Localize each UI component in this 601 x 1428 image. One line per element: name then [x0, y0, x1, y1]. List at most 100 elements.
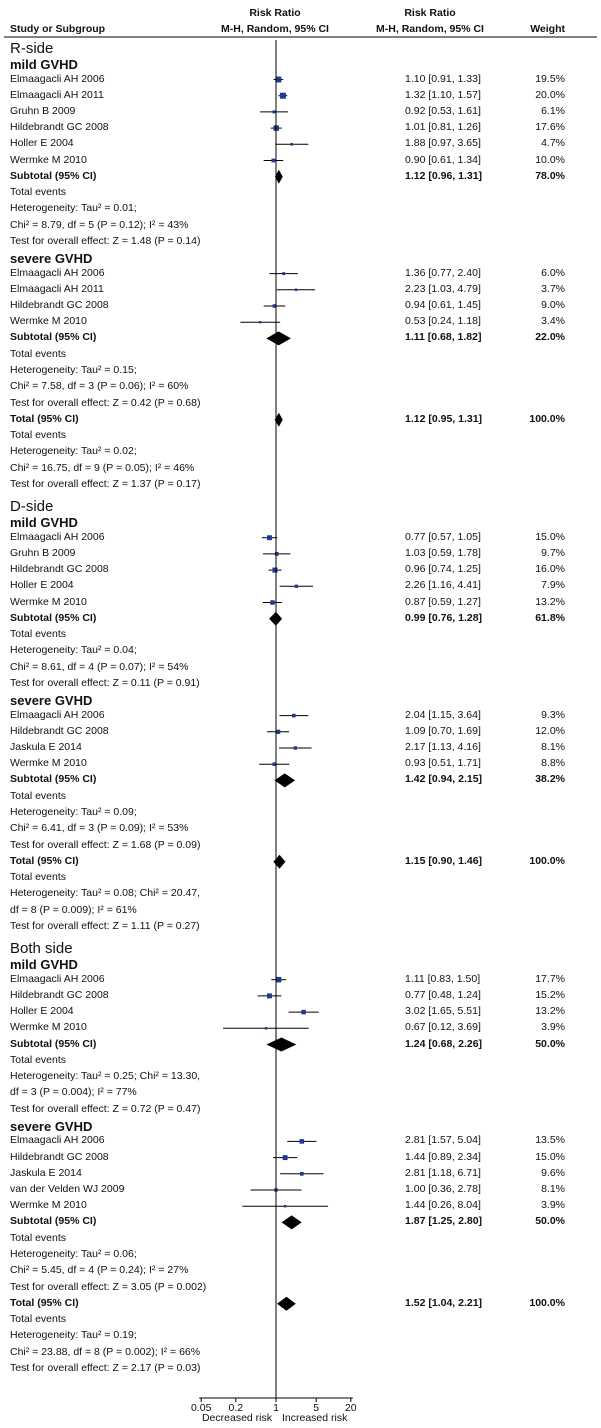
- section-2-group-2-study-ci-3: 2.17 [1.13, 4.16]: [405, 741, 481, 753]
- section-3-group-2-note-0: Total events: [10, 1231, 67, 1244]
- x-tick-label-5: 20: [344, 1402, 357, 1414]
- section-1-group-2-note-1: Heterogeneity: Tau² = 0.15;: [10, 363, 137, 376]
- section-2-group-1-study-ci-4: 2.26 [1.16, 4.41]: [405, 579, 481, 592]
- x-tick-label-4: 5: [313, 1402, 320, 1414]
- section-2-group-2-point-3: [293, 746, 298, 750]
- section-1-group-2-study-name-2: Elmaagacli AH 2011: [10, 282, 104, 295]
- section-1-group-1-study-ci-5: 1.88 [0.97, 3.65]: [405, 137, 481, 150]
- section-3-group-2-study-name-4: van der Velden WJ 2009: [10, 1183, 125, 1195]
- section-3-group-2-subtotal-weight: 50.0%: [535, 1215, 565, 1228]
- section-3-total-diamond: [276, 1296, 296, 1311]
- section-3-group-2-point-2: [282, 1155, 288, 1161]
- x-axis-right-label: Increased risk: [282, 1412, 348, 1424]
- section-1-group-2-point-2: [294, 288, 298, 292]
- header-rr-text-sub: M-H, Random, 95% CI: [376, 23, 484, 35]
- section-2-group-1-title: mild GVHD: [10, 515, 78, 531]
- section-1-total-note-0: Total events: [10, 429, 67, 441]
- section-1-group-2-study-weight-4: 3.4%: [541, 315, 565, 328]
- section-1-group-2-study-name-3: Hildebrandt GC 2008: [10, 299, 109, 311]
- section-3-group-2-study-weight-2: 15.0%: [535, 1150, 565, 1163]
- section-2-group-1-study-weight-3: 16.0%: [535, 563, 565, 576]
- section-1-group-2-study-ci-1: 1.36 [0.77, 2.40]: [405, 266, 481, 279]
- section-3-total-label: Total (95% CI): [10, 1296, 79, 1309]
- section-1-group-1-title: mild GVHD: [10, 57, 78, 72]
- section-3-group-2-title: severe GVHD: [10, 1118, 93, 1134]
- section-3-group-1-study-name-1: Elmaagacli AH 2006: [10, 972, 105, 985]
- section-1-group-1-study-name-4: Hildebrandt GC 2008: [10, 121, 109, 134]
- section-3-group-1-title: mild GVHD: [10, 957, 78, 973]
- section-2-group-1-study-ci-5: 0.87 [0.59, 1.27]: [405, 595, 481, 608]
- section-3-total-note-2: Chi² = 23.88, df = 8 (P = 0.002); I² = 6…: [10, 1345, 201, 1358]
- section-1-group-2-subtotal-weight: 22.0%: [535, 331, 565, 344]
- x-tick-label-3: 1: [273, 1402, 279, 1414]
- section-3-group-2-study-ci-3: 2.81 [1.18, 6.71]: [405, 1166, 481, 1179]
- section-2-group-1-study-ci-1: 0.77 [0.57, 1.05]: [405, 530, 481, 543]
- section-2-group-2-study-name-1: Elmaagacli AH 2006: [10, 708, 105, 721]
- section-2-total-note-2: df = 8 (P = 0.009); I² = 61%: [10, 903, 137, 916]
- header-rr-plot-title: Risk Ratio: [249, 7, 301, 19]
- section-2-group-2-subtotal-diamond: [274, 773, 296, 788]
- section-1-group-2-study-weight-2: 3.7%: [541, 282, 565, 295]
- section-2-group-2-study-weight-3: 8.1%: [541, 741, 565, 753]
- section-3-group-1-note-0: Total events: [10, 1053, 67, 1066]
- section-2-group-1-study-name-5: Wermke M 2010: [10, 595, 87, 608]
- section-3-group-1-point-1: [275, 976, 282, 983]
- header-rr-text-title: Risk Ratio: [404, 7, 456, 19]
- section-1-group-1-study-ci-4: 1.01 [0.81, 1.26]: [405, 121, 481, 134]
- section-3-group-2-note-2: Chi² = 5.45, df = 4 (P = 0.24); I² = 27%: [10, 1264, 189, 1277]
- section-1-total-note-2: Chi² = 16.75, df = 9 (P = 0.05); I² = 46…: [10, 461, 195, 474]
- section-3-group-2-study-weight-5: 3.9%: [541, 1199, 565, 1212]
- section-1-group-1-subtotal-ci: 1.12 [0.96, 1.31]: [405, 169, 483, 182]
- section-3-group-2-study-ci-1: 2.81 [1.57, 5.04]: [405, 1134, 481, 1147]
- section-1-group-1-study-weight-2: 20.0%: [535, 88, 565, 101]
- section-2-group-2-note-3: Test for overall effect: Z = 1.68 (P = 0…: [10, 838, 201, 851]
- section-1-group-1-study-ci-3: 0.92 [0.53, 1.61]: [405, 104, 481, 117]
- section-3-group-1-study-ci-1: 1.11 [0.83, 1.50]: [405, 972, 481, 985]
- section-1-group-1-study-weight-1: 19.5%: [535, 72, 565, 85]
- section-2-group-2-point-1: [291, 713, 296, 718]
- section-3-group-2-point-5: [283, 1204, 287, 1208]
- section-1-total-weight: 100.0%: [529, 412, 565, 425]
- section-3-group-2-subtotal-label: Subtotal (95% CI): [10, 1215, 97, 1228]
- section-1-group-1-note-0: Total events: [10, 185, 67, 198]
- section-1-group-1-study-ci-6: 0.90 [0.61, 1.34]: [405, 153, 481, 166]
- section-2-title: D-side: [10, 498, 54, 516]
- x-axis-left-label: Decreased risk: [201, 1412, 272, 1424]
- section-2-group-1-note-0: Total events: [10, 627, 67, 640]
- section-3-group-2-note-1: Heterogeneity: Tau² = 0.06;: [10, 1247, 137, 1260]
- section-2-group-2-study-name-3: Jaskula E 2014: [10, 741, 82, 753]
- section-1-group-2-study-weight-3: 9.0%: [541, 299, 565, 311]
- section-2-total-note-0: Total events: [10, 871, 67, 883]
- section-2-group-1-subtotal-weight: 61.8%: [535, 611, 565, 624]
- section-3-group-1-point-3: [301, 1009, 306, 1015]
- x-tick-label-2: 0.2: [228, 1402, 244, 1414]
- section-1-group-2-point-4: [258, 321, 262, 324]
- section-3-group-1-study-weight-3: 13.2%: [535, 1005, 565, 1018]
- section-1-group-1-point-1: [275, 76, 282, 83]
- section-3-group-1-subtotal-weight: 50.0%: [535, 1037, 565, 1050]
- section-3-group-1-study-ci-3: 3.02 [1.65, 5.51]: [405, 1005, 481, 1018]
- section-2-group-1-study-ci-2: 1.03 [0.59, 1.78]: [405, 546, 481, 559]
- section-1-total-label: Total (95% CI): [10, 412, 79, 425]
- section-1-total-note-1: Heterogeneity: Tau² = 0.02;: [10, 445, 137, 458]
- section-3-group-1-study-weight-4: 3.9%: [541, 1021, 565, 1034]
- section-1-group-1-study-name-6: Wermke M 2010: [10, 153, 87, 166]
- section-1-group-1-study-ci-1: 1.10 [0.91, 1.33]: [405, 72, 481, 85]
- section-1-group-2-study-ci-2: 2.23 [1.03, 4.79]: [405, 282, 481, 295]
- section-2-group-2-study-ci-2: 1.09 [0.70, 1.69]: [405, 724, 481, 737]
- section-2-total-ci: 1.15 [0.90, 1.46]: [405, 854, 483, 867]
- section-1-group-1-study-name-3: Gruhn B 2009: [10, 104, 76, 117]
- section-1-group-1-study-name-2: Elmaagacli AH 2011: [10, 88, 104, 101]
- section-3-group-2-subtotal-diamond: [281, 1215, 302, 1230]
- section-1-total-diamond: [274, 412, 283, 427]
- section-2-group-1-note-2: Chi² = 8.61, df = 4 (P = 0.07); I² = 54%: [10, 660, 189, 673]
- section-3-group-2-study-ci-4: 1.00 [0.36, 2.78]: [405, 1183, 481, 1195]
- section-3-group-2-study-ci-2: 1.44 [0.89, 2.34]: [405, 1150, 481, 1163]
- section-3-group-1-study-weight-2: 15.2%: [535, 988, 565, 1001]
- section-3-group-2-study-weight-1: 13.5%: [535, 1134, 565, 1147]
- section-2-group-2-study-ci-1: 2.04 [1.15, 3.64]: [405, 708, 481, 721]
- section-3-group-2-point-1: [299, 1139, 305, 1144]
- section-1-group-1-note-3: Test for overall effect: Z = 1.48 (P = 0…: [10, 234, 201, 247]
- section-2-group-1-study-ci-3: 0.96 [0.74, 1.25]: [405, 563, 481, 576]
